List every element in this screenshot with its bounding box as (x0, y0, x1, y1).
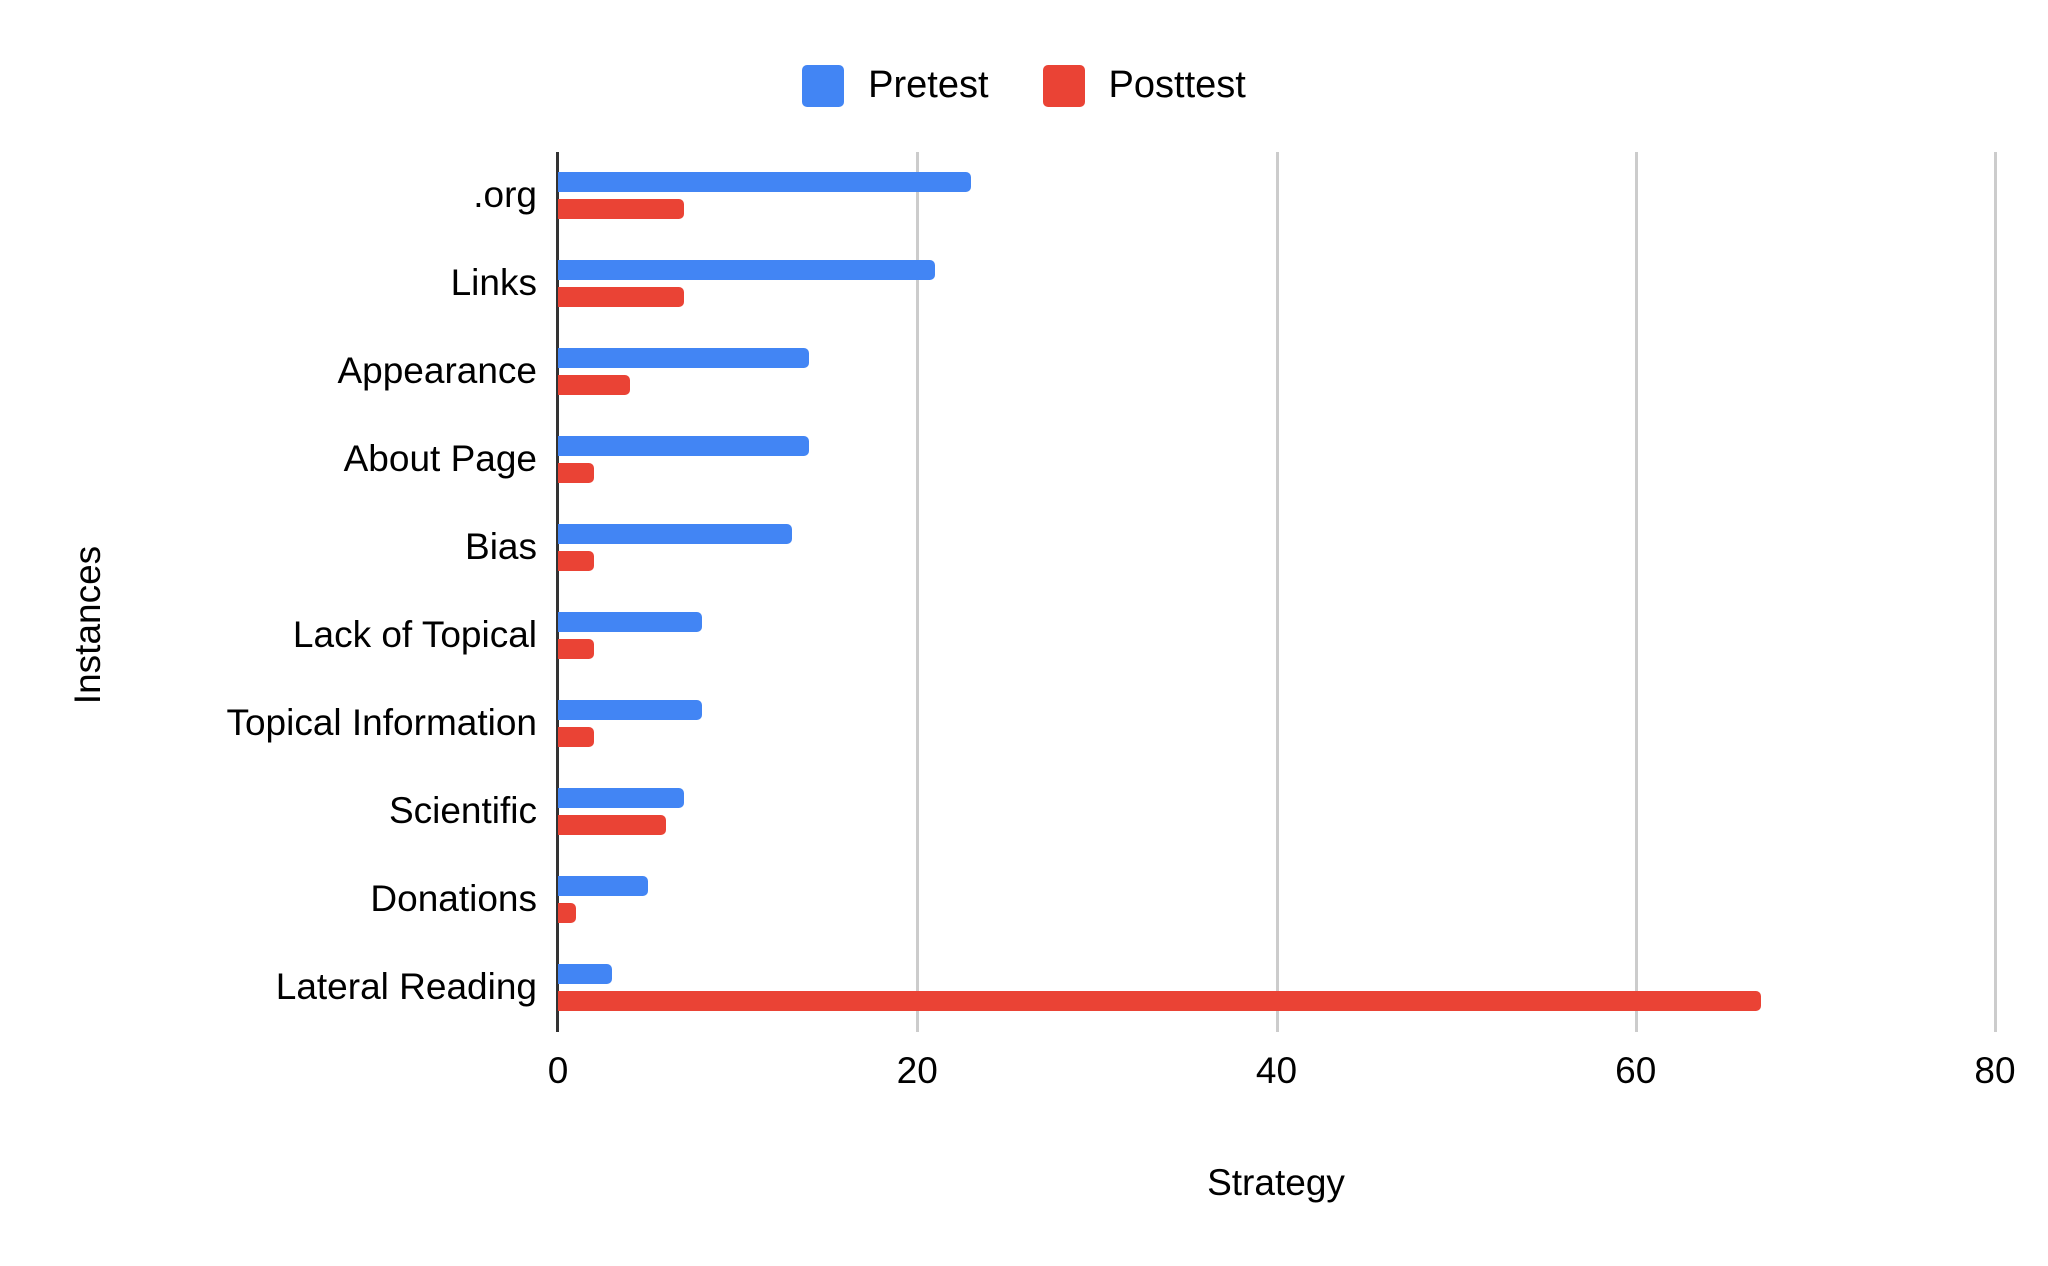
x-tick-label: 0 (547, 1050, 569, 1091)
legend-swatch-posttest (1042, 64, 1085, 107)
bar-pretest[interactable] (558, 964, 612, 984)
plot-area: .org Links Appearance About Page Bias Lack of… (226, 152, 1997, 1032)
bar-pretest[interactable] (558, 524, 792, 544)
x-axis-title: Strategy (1207, 1162, 1345, 1203)
bar-pretest[interactable] (558, 612, 702, 632)
category-label: Topical Information (226, 702, 537, 743)
y-axis-line (556, 152, 559, 1032)
bar-pretest[interactable] (558, 172, 972, 192)
y-axis-title: Instances (67, 545, 108, 705)
x-tick-label: 80 (1974, 1050, 2016, 1091)
category-label: About Page (343, 438, 537, 479)
legend-label-pretest: Pretest (868, 64, 989, 106)
bar-posttest[interactable] (558, 199, 684, 219)
category-label: Donations (370, 878, 537, 919)
bar-pretest[interactable] (558, 260, 936, 280)
chart-legend: Pretest Posttest (0, 64, 2048, 107)
bar-posttest[interactable] (558, 639, 594, 659)
gridline-60 (1634, 152, 1638, 1032)
bar-posttest[interactable] (558, 551, 594, 571)
bar-posttest[interactable] (558, 287, 684, 307)
x-tick-label: 40 (1255, 1050, 1298, 1091)
category-label: Links (450, 262, 537, 303)
bar-posttest[interactable] (558, 991, 1762, 1011)
category-label: Scientific (388, 790, 537, 831)
bar-posttest[interactable] (558, 375, 630, 395)
bar-pretest[interactable] (558, 436, 810, 456)
x-tick-label: 60 (1615, 1050, 1657, 1091)
bar-pretest[interactable] (558, 876, 648, 896)
gridline-20 (916, 152, 920, 1032)
legend-swatch-pretest (802, 64, 845, 107)
category-label: Lateral Reading (275, 966, 537, 1007)
bar-posttest[interactable] (558, 815, 666, 835)
legend-item-pretest[interactable]: Pretest (802, 64, 989, 107)
category-label: Bias (465, 526, 537, 567)
x-tick-label: 20 (896, 1050, 938, 1091)
bar-pretest[interactable] (558, 788, 684, 808)
legend-label-posttest: Posttest (1108, 64, 1246, 106)
bar-pretest[interactable] (558, 700, 702, 720)
category-label: Lack of Topical (292, 614, 537, 655)
bar-posttest[interactable] (558, 727, 594, 747)
legend-item-posttest[interactable]: Posttest (1042, 64, 1246, 107)
gridline-40 (1275, 152, 1279, 1032)
category-label: Appearance (337, 350, 537, 391)
bar-pretest[interactable] (558, 348, 810, 368)
category-label: .org (473, 174, 537, 215)
bar-posttest[interactable] (558, 903, 576, 923)
bar-posttest[interactable] (558, 463, 594, 483)
gridline-80 (1994, 152, 1997, 1032)
